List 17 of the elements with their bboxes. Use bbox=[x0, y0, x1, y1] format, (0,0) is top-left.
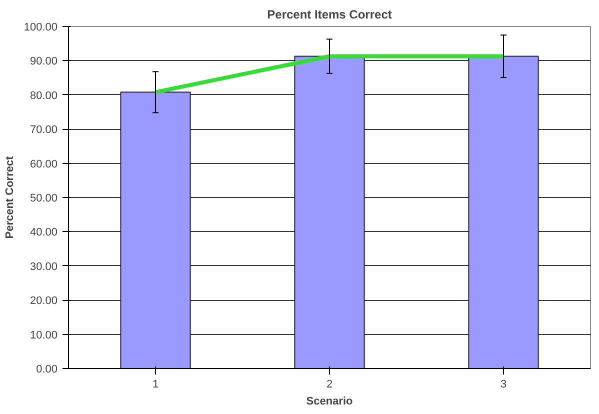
y-tick-label: 70.00 bbox=[30, 124, 58, 136]
y-tick-label: 30.00 bbox=[30, 260, 58, 273]
y-tick-label: 10.00 bbox=[30, 329, 58, 342]
x-tick-label: 2 bbox=[326, 378, 333, 390]
y-tick-label: 0.00 bbox=[36, 364, 58, 376]
y-tick-label: 100.00 bbox=[24, 22, 58, 34]
y-tick-label: 50.00 bbox=[30, 192, 58, 204]
y-tick-label: 90.00 bbox=[30, 56, 58, 68]
y-tick-label: 20.00 bbox=[30, 295, 58, 308]
chart-title: Percent Items Correct bbox=[267, 8, 392, 22]
x-tick-label: 1 bbox=[152, 378, 159, 390]
y-tick-label: 80.00 bbox=[30, 90, 58, 102]
y-axis-title: Percent Correct bbox=[4, 156, 16, 239]
x-tick-label: 3 bbox=[500, 378, 507, 390]
y-tick-label: 40.00 bbox=[30, 226, 58, 239]
y-tick-label: 60.00 bbox=[30, 158, 58, 170]
x-axis-title: Scenario bbox=[306, 396, 354, 408]
